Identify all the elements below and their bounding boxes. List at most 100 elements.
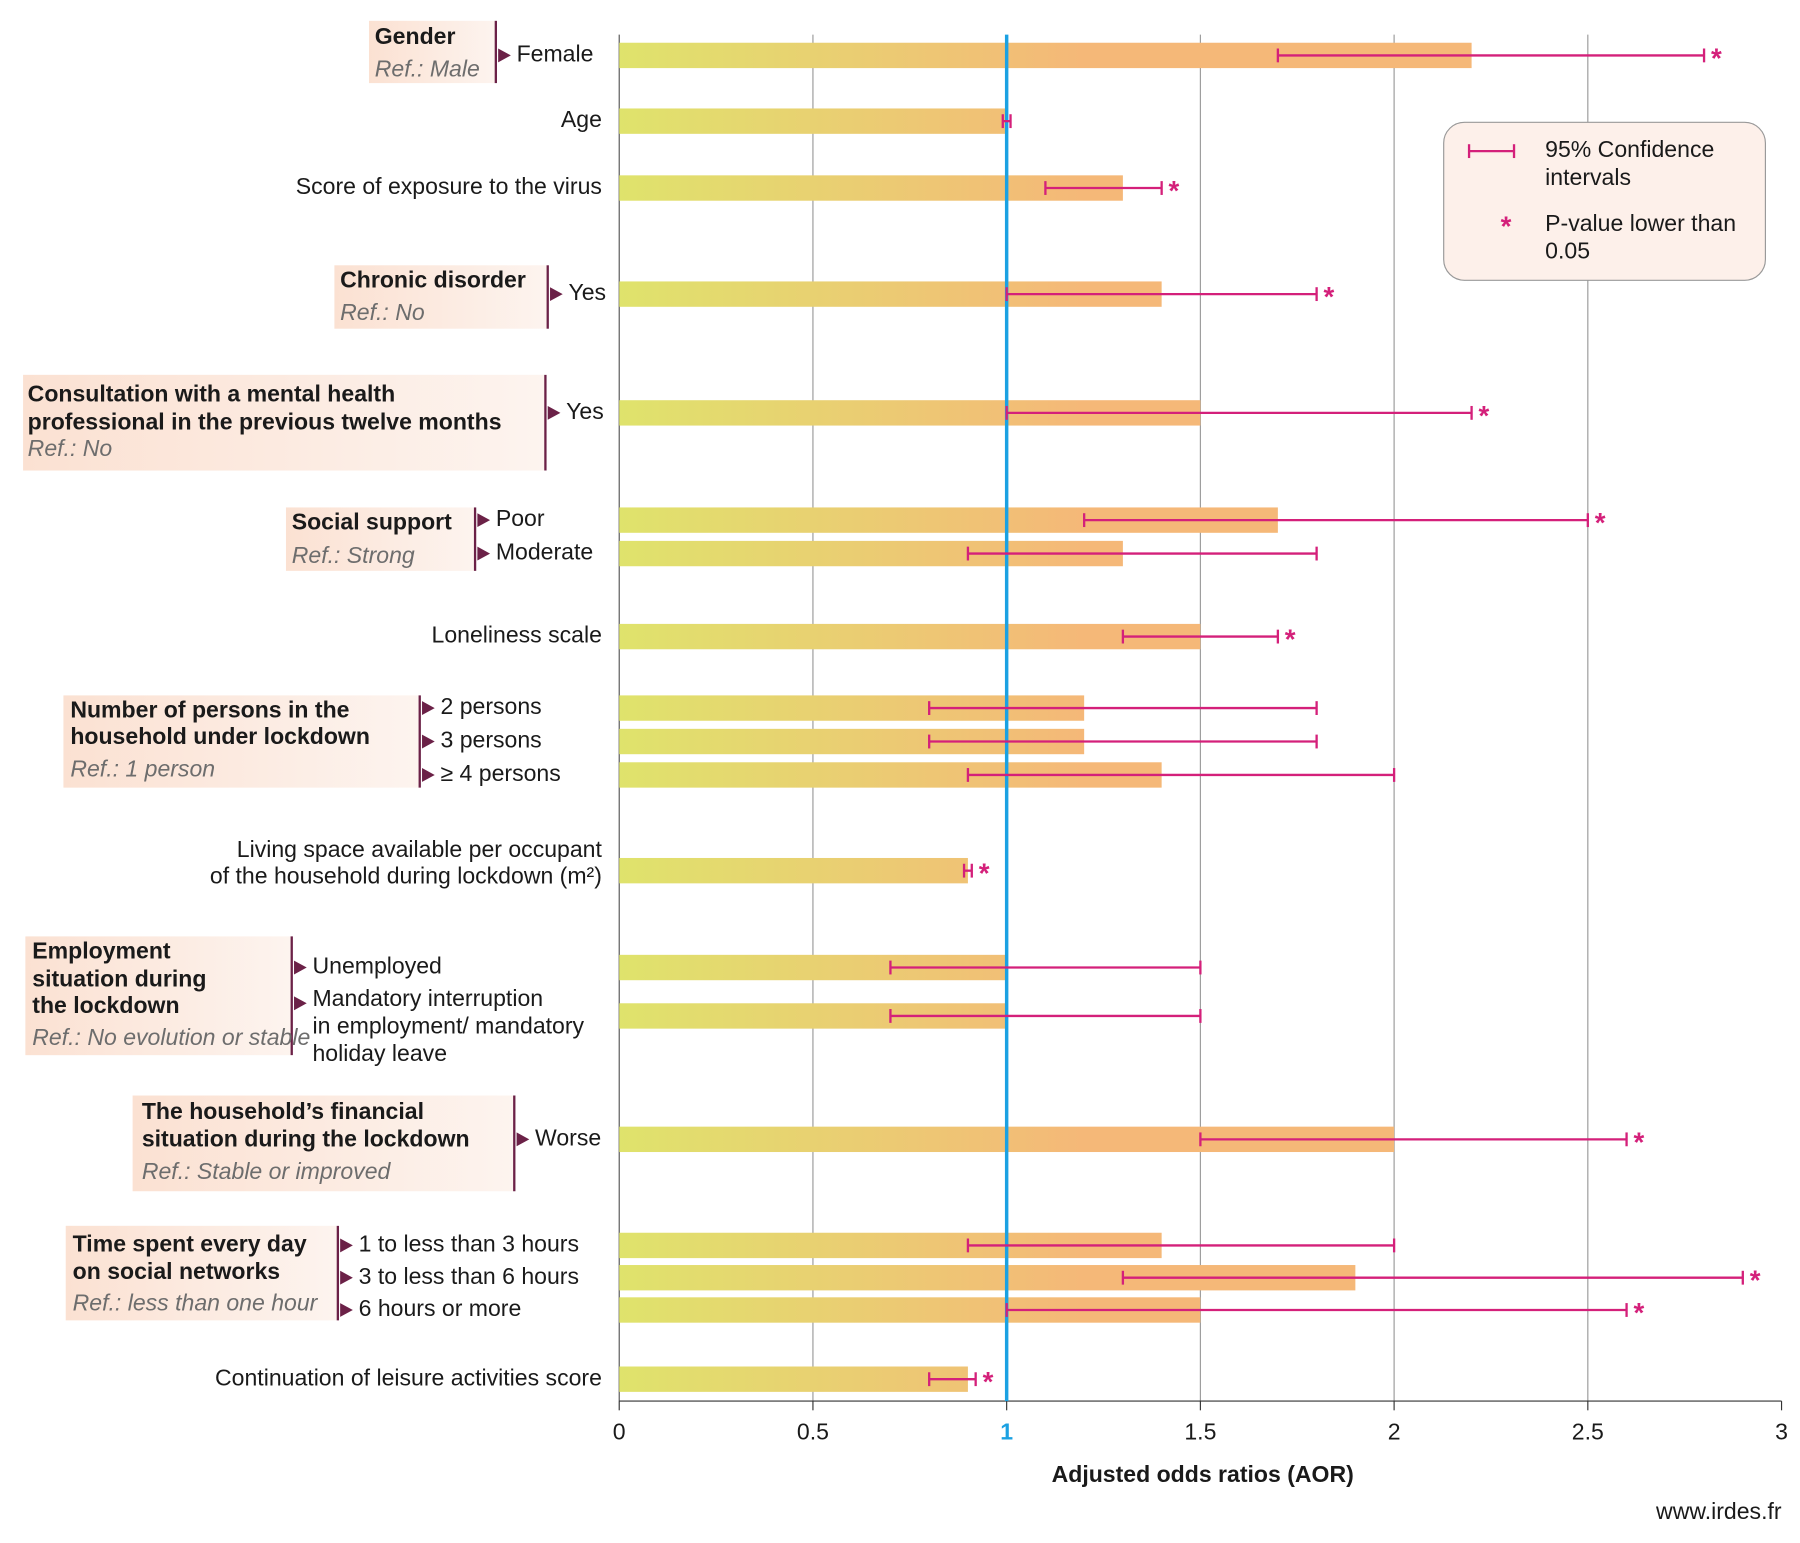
significance-marker: * <box>979 858 990 889</box>
group-title: situation during <box>32 965 206 991</box>
group-box <box>65 1225 338 1321</box>
group-title: Consultation with a mental health <box>28 381 396 407</box>
legend-box <box>1443 121 1766 281</box>
x-tick-label: 0 <box>613 1418 626 1444</box>
legend-label: intervals <box>1545 164 1631 190</box>
category-label: ≥ 4 persons <box>440 760 560 786</box>
legend-label: P-value lower than <box>1545 210 1736 236</box>
error-bar <box>966 546 1318 561</box>
x-tick-label: 2 <box>1388 1418 1401 1444</box>
error-bar <box>928 701 1318 715</box>
category-label: 3 to less than 6 hours <box>359 1263 579 1289</box>
group-arrow <box>550 287 563 302</box>
error-bar <box>1044 181 1163 195</box>
error-bar <box>1121 629 1280 644</box>
group-title: on social networks <box>73 1258 280 1284</box>
bar <box>619 175 1123 201</box>
error-bar <box>1199 1132 1628 1147</box>
error-bar <box>1005 287 1318 302</box>
category-label: Yes <box>566 398 604 424</box>
error-bar <box>1276 48 1706 63</box>
category-label: of the household during lockdown (m²) <box>210 863 602 889</box>
group-arrow <box>422 734 435 749</box>
group-box <box>334 265 548 329</box>
x-tick-label: 2.5 <box>1572 1418 1604 1444</box>
group-arrow <box>477 513 491 528</box>
error-bar <box>966 768 1396 782</box>
category-label: 1 to less than 3 hours <box>359 1231 579 1257</box>
group-box <box>368 20 496 84</box>
error-bar <box>966 1238 1396 1253</box>
significance-marker: * <box>1479 400 1490 431</box>
group-arrow <box>422 701 435 715</box>
category-label: Living space available per occupant <box>237 836 603 862</box>
significance-marker: * <box>1633 1297 1644 1328</box>
group-arrow <box>340 1238 353 1253</box>
group-box <box>132 1095 515 1192</box>
error-bar <box>962 863 973 878</box>
group-title: situation during the lockdown <box>142 1126 470 1152</box>
category-label: Unemployed <box>312 953 441 979</box>
category-label: Continuation of leisure activities score <box>215 1364 602 1390</box>
x-tick-label: 1.5 <box>1184 1418 1216 1444</box>
category-label: in employment/ mandatory <box>312 1013 584 1039</box>
legend-marker: * <box>1501 211 1512 242</box>
error-bar <box>889 1009 1202 1023</box>
x-tick-label: 1 <box>1000 1418 1013 1444</box>
category-label: holiday leave <box>312 1040 447 1066</box>
category-label: Poor <box>496 505 545 531</box>
group-title: Chronic disorder <box>340 267 526 293</box>
category-label: Score of exposure to the virus <box>296 173 602 199</box>
significance-marker: * <box>1711 42 1722 73</box>
group-ref: Ref.: No evolution or stable <box>32 1024 310 1050</box>
category-label: Worse <box>535 1124 601 1150</box>
significance-marker: * <box>1285 624 1296 655</box>
error-bar <box>1001 114 1012 129</box>
bar <box>619 623 1201 650</box>
source: www.irdes.fr <box>1655 1498 1782 1524</box>
group-title: Number of persons in the <box>70 697 349 723</box>
bar <box>619 108 1007 134</box>
legend-label: 0.05 <box>1545 238 1590 264</box>
category-label: 3 persons <box>440 727 541 753</box>
group-box <box>285 507 476 571</box>
group-box <box>25 936 292 1056</box>
category-label: Mandatory interruption <box>312 985 543 1011</box>
x-tick-label: 0.5 <box>797 1418 829 1444</box>
group-box <box>63 695 420 788</box>
error-bar <box>928 1372 977 1387</box>
group-title: professional in the previous twelve mont… <box>28 408 502 434</box>
significance-marker: * <box>983 1366 994 1397</box>
group-title: the lockdown <box>32 992 179 1018</box>
significance-marker: * <box>1324 281 1335 312</box>
category-label: 2 persons <box>440 693 541 719</box>
error-bar <box>1005 405 1473 420</box>
group-ref: Ref.: No <box>28 435 113 461</box>
legend-label: 95% Confidence <box>1545 136 1714 162</box>
bar <box>619 857 968 884</box>
group-arrow <box>547 405 561 420</box>
x-axis-title: Adjusted odds ratios (AOR) <box>1052 1461 1354 1487</box>
group-title: The household’s financial <box>142 1098 424 1124</box>
category-label: Age <box>561 106 602 132</box>
group-title: Social support <box>292 509 452 535</box>
category-label: Moderate <box>496 539 593 565</box>
significance-marker: * <box>1169 175 1180 206</box>
error-bar <box>928 734 1318 749</box>
significance-marker: * <box>1595 507 1606 538</box>
group-arrow <box>477 546 491 561</box>
group-ref: Ref.: No <box>340 299 425 325</box>
bar <box>619 1366 968 1392</box>
group-arrow <box>294 996 307 1011</box>
category-label: Loneliness scale <box>432 622 602 648</box>
group-ref: Ref.: less than one hour <box>73 1289 319 1315</box>
category-label: 6 hours or more <box>359 1295 522 1321</box>
group-arrow <box>340 1270 353 1285</box>
group-arrow <box>498 48 511 63</box>
category-label: Yes <box>568 279 606 305</box>
error-bar <box>889 960 1202 975</box>
group-ref: Ref.: Strong <box>292 542 415 568</box>
group-ref: Ref.: Male <box>375 56 480 82</box>
